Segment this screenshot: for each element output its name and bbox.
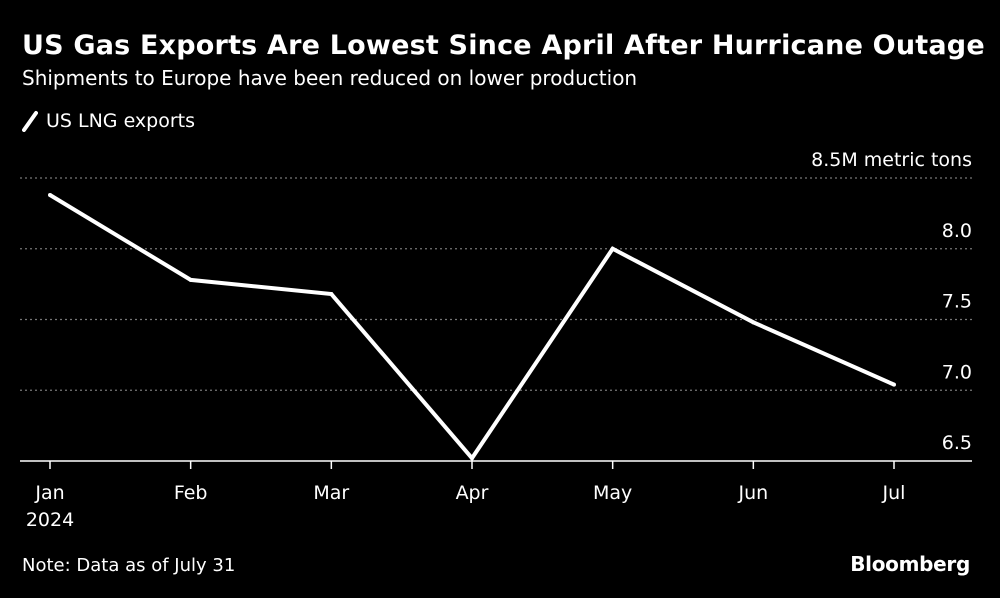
x-tick-label: Jan xyxy=(34,482,64,504)
x-tick-label: Mar xyxy=(313,482,349,504)
y-tick-label: 7.5 xyxy=(942,291,972,313)
x-tick-label: May xyxy=(593,482,632,504)
data-point xyxy=(48,192,52,197)
bloomberg-logo: Bloomberg xyxy=(850,552,970,576)
y-tick-label: 8.0 xyxy=(942,220,972,242)
data-point xyxy=(470,456,474,461)
data-point xyxy=(610,246,615,251)
y-tick-label: 7.0 xyxy=(942,361,972,383)
data-point xyxy=(892,382,896,387)
y-tick-label: 8.5M metric tons xyxy=(811,149,972,171)
data-point xyxy=(751,320,756,325)
data-point xyxy=(329,292,334,297)
x-tick-label: Apr xyxy=(456,482,489,504)
legend-line-icon xyxy=(22,111,38,132)
chart-note: Note: Data as of July 31 xyxy=(22,555,236,576)
x-tick-label: Jul xyxy=(882,482,906,504)
legend-label: US LNG exports xyxy=(46,110,196,132)
series-line-us-lng-exports xyxy=(48,193,895,462)
data-point xyxy=(188,277,193,282)
chart-subtitle: Shipments to Europe have been reduced on… xyxy=(22,66,638,90)
y-tick-label: 6.5 xyxy=(942,432,972,454)
x-tick-label: Jun xyxy=(737,482,768,504)
x-tick-label: Feb xyxy=(174,482,208,504)
legend: US LNG exports xyxy=(22,110,195,132)
x-year-label: 2024 xyxy=(26,509,74,531)
chart-title: US Gas Exports Are Lowest Since April Af… xyxy=(22,30,985,61)
